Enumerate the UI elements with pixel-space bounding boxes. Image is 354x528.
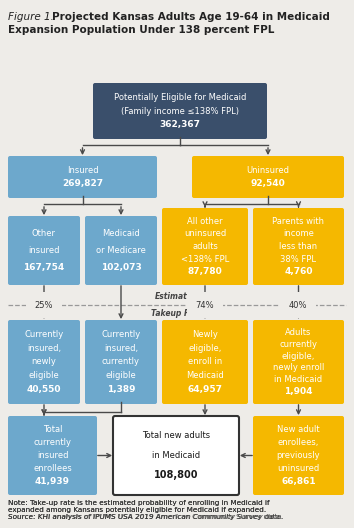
Text: (Family income ≤138% FPL): (Family income ≤138% FPL) xyxy=(121,107,239,116)
Text: eligible: eligible xyxy=(105,371,136,380)
Text: enroll in: enroll in xyxy=(188,357,222,366)
Text: in Medicaid: in Medicaid xyxy=(152,451,200,460)
FancyBboxPatch shape xyxy=(8,156,157,198)
Text: income: income xyxy=(283,229,314,239)
Text: adults: adults xyxy=(192,242,218,251)
Text: insured: insured xyxy=(37,451,68,460)
Text: 362,367: 362,367 xyxy=(160,120,200,129)
Text: insured,: insured, xyxy=(104,344,138,353)
Text: newly enroll: newly enroll xyxy=(273,363,324,372)
Text: Newly: Newly xyxy=(192,330,218,339)
Text: 1,904: 1,904 xyxy=(284,387,313,396)
Text: newly: newly xyxy=(32,357,56,366)
FancyBboxPatch shape xyxy=(253,320,344,404)
FancyBboxPatch shape xyxy=(162,320,248,404)
FancyBboxPatch shape xyxy=(162,208,248,285)
Text: 92,540: 92,540 xyxy=(251,180,285,188)
Text: 41,939: 41,939 xyxy=(35,477,70,486)
Text: uninsured: uninsured xyxy=(184,229,226,239)
FancyBboxPatch shape xyxy=(85,320,157,404)
Text: New adult: New adult xyxy=(277,425,320,434)
Text: 40,550: 40,550 xyxy=(27,385,61,394)
FancyBboxPatch shape xyxy=(93,83,267,139)
Text: insured,: insured, xyxy=(27,344,61,353)
Text: in Medicaid: in Medicaid xyxy=(274,375,322,384)
Text: 87,780: 87,780 xyxy=(188,267,222,276)
Text: Source: KHI analysis of IPUMS USA 2019 American Community Survey data.: Source: KHI analysis of IPUMS USA 2019 A… xyxy=(8,514,284,520)
Text: Parents with: Parents with xyxy=(273,217,325,226)
Text: Medicaid: Medicaid xyxy=(102,229,140,238)
Text: Note: Take-up rate is the estimated probability of enrolling in Medicaid if
expa: Note: Take-up rate is the estimated prob… xyxy=(8,500,269,513)
FancyBboxPatch shape xyxy=(8,320,80,404)
Text: Currently: Currently xyxy=(24,330,64,339)
Text: currently: currently xyxy=(280,340,318,349)
Text: enrollees,: enrollees, xyxy=(278,438,319,447)
Text: Medicaid: Medicaid xyxy=(186,371,224,380)
Text: 38% FPL: 38% FPL xyxy=(280,254,316,263)
Text: or Medicare: or Medicare xyxy=(96,246,146,255)
Text: Currently: Currently xyxy=(101,330,141,339)
FancyBboxPatch shape xyxy=(85,216,157,285)
Text: 1,389: 1,389 xyxy=(107,385,135,394)
Text: currently: currently xyxy=(102,357,140,366)
Text: currently: currently xyxy=(34,438,72,447)
Text: Expansion Population Under 138 percent FPL: Expansion Population Under 138 percent F… xyxy=(8,25,274,35)
Text: insured: insured xyxy=(28,246,60,255)
Text: Note: Take-up rate is the estimated probability of enrolling in Medicaid if
expa: Note: Take-up rate is the estimated prob… xyxy=(8,500,282,520)
Text: Takeup Rate: Takeup Rate xyxy=(150,309,204,318)
Text: Potentially Eligible for Medicaid: Potentially Eligible for Medicaid xyxy=(114,93,246,102)
Text: 102,073: 102,073 xyxy=(101,263,141,272)
Text: Total: Total xyxy=(43,425,62,434)
Text: eligible,: eligible, xyxy=(282,352,315,361)
Text: 4,760: 4,760 xyxy=(284,267,313,276)
FancyBboxPatch shape xyxy=(192,156,344,198)
FancyBboxPatch shape xyxy=(8,416,97,495)
Text: 74%: 74% xyxy=(196,300,214,309)
Text: Insured: Insured xyxy=(67,166,98,175)
Text: 40%: 40% xyxy=(289,300,307,309)
Text: Uninsured: Uninsured xyxy=(246,166,290,175)
Text: uninsured: uninsured xyxy=(278,464,320,473)
Text: Adults: Adults xyxy=(285,328,312,337)
Text: 167,754: 167,754 xyxy=(23,263,65,272)
FancyBboxPatch shape xyxy=(253,208,344,285)
Text: Projected Kansas Adults Age 19-64 in Medicaid: Projected Kansas Adults Age 19-64 in Med… xyxy=(52,12,330,22)
Text: All other: All other xyxy=(187,217,223,226)
Text: 64,957: 64,957 xyxy=(188,385,223,394)
FancyBboxPatch shape xyxy=(113,416,239,495)
Text: previously: previously xyxy=(277,451,320,460)
Text: eligible: eligible xyxy=(29,371,59,380)
Text: less than: less than xyxy=(279,242,318,251)
Text: 25%: 25% xyxy=(35,300,53,309)
Text: Other: Other xyxy=(32,229,56,238)
FancyBboxPatch shape xyxy=(8,216,80,285)
FancyBboxPatch shape xyxy=(253,416,344,495)
Text: <138% FPL: <138% FPL xyxy=(181,254,229,263)
Text: eligible,: eligible, xyxy=(188,344,222,353)
Text: Figure 1.: Figure 1. xyxy=(8,12,54,22)
Text: Total new adults: Total new adults xyxy=(142,431,210,440)
Text: 108,800: 108,800 xyxy=(154,470,198,480)
Text: 269,827: 269,827 xyxy=(62,180,103,188)
Text: 66,861: 66,861 xyxy=(281,477,316,486)
Text: enrollees: enrollees xyxy=(33,464,72,473)
Text: Estimated: Estimated xyxy=(155,292,199,301)
